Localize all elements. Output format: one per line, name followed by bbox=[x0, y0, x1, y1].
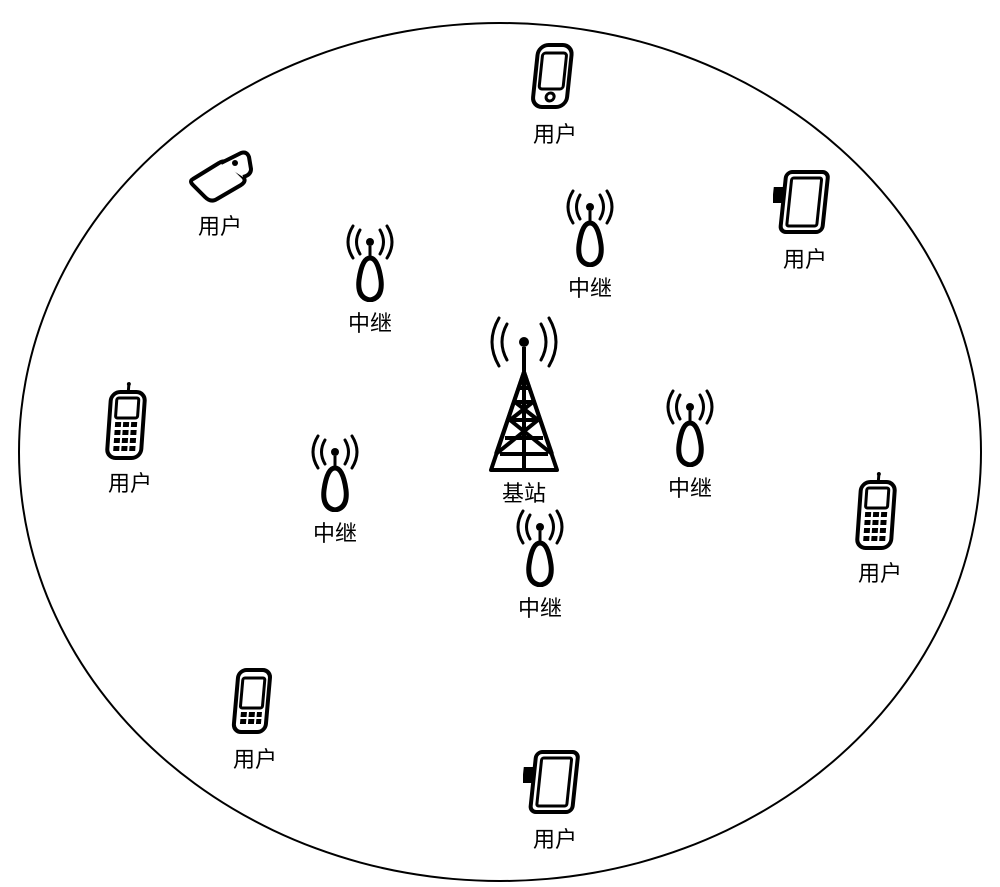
user-label: 用户 bbox=[783, 242, 827, 274]
relay-node: 中继 bbox=[660, 387, 720, 503]
user-device-icon bbox=[527, 41, 583, 113]
user-label: 用户 bbox=[533, 822, 577, 854]
relay-label: 中继 bbox=[348, 306, 392, 338]
user-label: 用户 bbox=[858, 556, 902, 588]
diagram-stage: 基站 中继 中继 中继 bbox=[0, 0, 1000, 887]
relay-node: 中继 bbox=[305, 432, 365, 548]
user-node: 用户 bbox=[773, 166, 837, 274]
relay-icon bbox=[510, 507, 570, 587]
user-node: 用户 bbox=[523, 746, 587, 854]
user-label: 用户 bbox=[108, 466, 152, 498]
user-node: 用户 bbox=[102, 382, 158, 498]
user-device-icon bbox=[227, 666, 283, 738]
relay-icon bbox=[660, 387, 720, 467]
relay-label: 中继 bbox=[568, 271, 612, 303]
user-label: 用户 bbox=[533, 117, 577, 149]
relay-icon bbox=[305, 432, 365, 512]
user-node: 用户 bbox=[227, 666, 283, 774]
relay-icon bbox=[560, 187, 620, 267]
relay-node: 中继 bbox=[510, 507, 570, 623]
user-device-icon bbox=[102, 382, 158, 462]
relay-icon bbox=[340, 222, 400, 302]
user-node: 用户 bbox=[185, 149, 255, 241]
base-station-icon bbox=[479, 312, 569, 472]
user-device-icon bbox=[773, 166, 837, 238]
base-station-label: 基站 bbox=[502, 476, 546, 508]
relay-node: 中继 bbox=[560, 187, 620, 303]
user-node: 用户 bbox=[852, 472, 908, 588]
user-label: 用户 bbox=[198, 209, 242, 241]
base-station: 基站 bbox=[479, 312, 569, 508]
user-device-icon bbox=[523, 746, 587, 818]
user-device-icon bbox=[185, 149, 255, 205]
relay-label: 中继 bbox=[668, 471, 712, 503]
user-label: 用户 bbox=[233, 742, 277, 774]
relay-node: 中继 bbox=[340, 222, 400, 338]
relay-label: 中继 bbox=[313, 516, 357, 548]
user-node: 用户 bbox=[527, 41, 583, 149]
relay-label: 中继 bbox=[518, 591, 562, 623]
user-device-icon bbox=[852, 472, 908, 552]
